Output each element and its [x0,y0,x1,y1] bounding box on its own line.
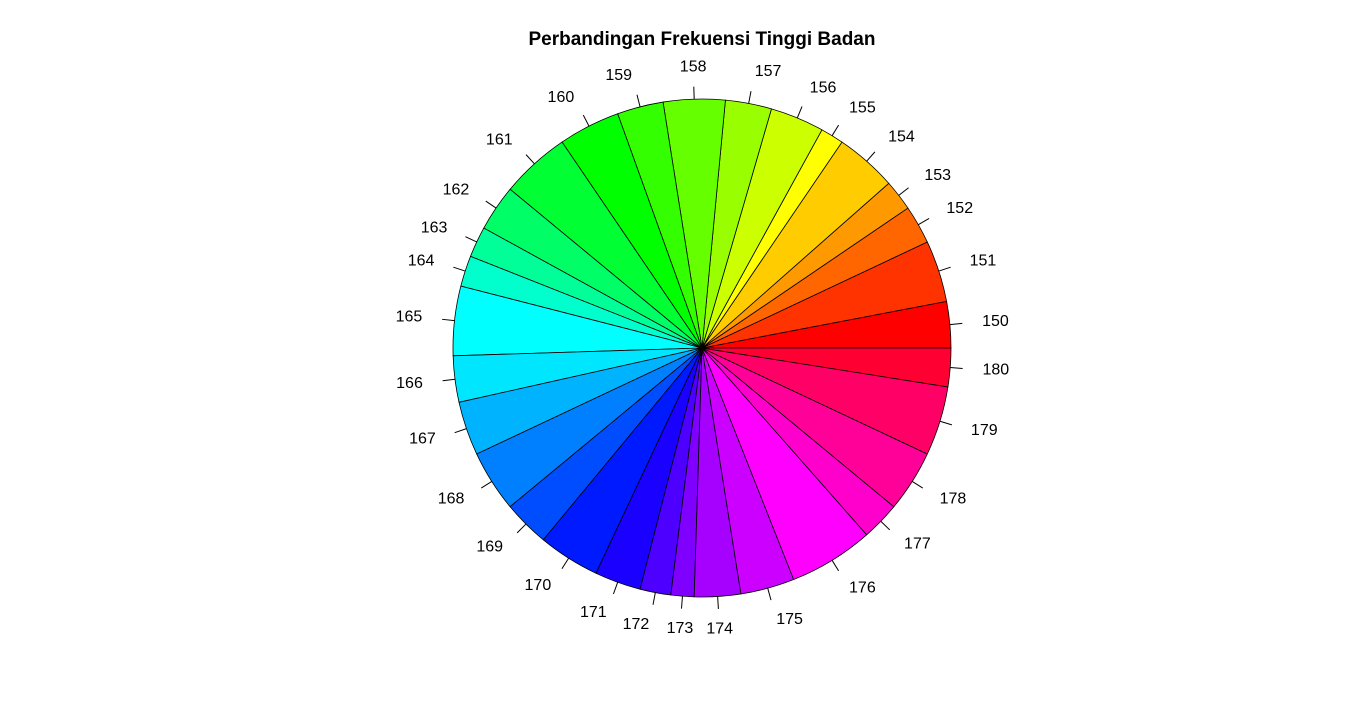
label-tick-162 [485,200,497,209]
label-tick-163 [465,236,477,243]
label-tick-159 [636,94,641,107]
label-tick-150 [949,322,963,326]
label-tick-170 [561,557,570,570]
label-tick-157 [748,91,752,104]
label-tick-168 [480,480,493,489]
label-tick-164 [453,266,466,272]
slice-label-160: 160 [548,89,575,106]
slice-label-162: 162 [443,181,470,198]
label-tick-167 [454,428,467,434]
label-tick-174 [717,596,719,609]
slice-label-171: 171 [580,604,607,621]
label-tick-179 [939,420,953,426]
label-tick-169 [516,523,527,534]
label-tick-151 [938,266,951,272]
label-tick-176 [831,560,840,572]
slice-label-174: 174 [706,620,733,637]
slice-label-159: 159 [605,67,632,84]
label-tick-180 [950,367,963,370]
slice-label-175: 175 [776,611,803,628]
slice-label-154: 154 [888,128,915,145]
slice-label-156: 156 [810,80,837,97]
slice-label-152: 152 [946,200,973,217]
slice-label-153: 153 [924,167,951,184]
slice-label-168: 168 [438,490,465,507]
slice-label-165: 165 [396,309,423,326]
slice-label-157: 157 [755,63,782,80]
slice-label-177: 177 [904,535,931,552]
label-tick-153 [898,187,909,196]
slice-label-151: 151 [970,253,997,270]
slice-label-164: 164 [408,253,435,270]
label-ticks [442,86,963,609]
label-tick-178 [911,480,924,489]
slice-label-166: 166 [396,375,423,392]
slice-label-178: 178 [940,490,967,507]
slice-label-163: 163 [421,220,448,237]
label-tick-177 [880,520,891,531]
slice-label-155: 155 [849,100,876,117]
label-tick-175 [767,588,772,601]
pie-slice-180 [701,347,952,388]
label-tick-160 [582,114,590,127]
slice-label-180: 180 [983,362,1010,379]
label-tick-165 [442,318,455,322]
slice-label-176: 176 [849,579,876,596]
slice-labels: 150 151 152 153 154 155 156 157 158 159 160 161 162 1… [396,58,1010,637]
pie-slices [452,98,952,598]
label-tick-152 [918,218,930,226]
slice-label-173: 173 [667,620,694,637]
slice-label-167: 167 [409,431,436,448]
slice-label-158: 158 [680,58,707,75]
chart-title: Perbandingan Frekuensi Tinggi Badan [528,29,876,50]
label-tick-173 [680,596,683,609]
label-tick-154 [866,151,876,162]
label-tick-171 [612,582,619,595]
label-tick-156 [796,106,803,119]
slice-label-179: 179 [971,422,998,439]
label-tick-161 [525,154,535,165]
label-tick-155 [831,124,840,136]
label-tick-172 [652,592,656,605]
label-tick-166 [442,378,456,382]
slice-label-150: 150 [982,313,1009,330]
slice-label-170: 170 [525,577,552,594]
slice-label-172: 172 [623,616,650,633]
slice-label-169: 169 [476,538,503,555]
slice-label-161: 161 [486,131,513,148]
